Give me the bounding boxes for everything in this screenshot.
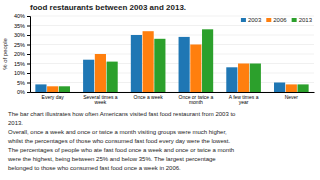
tick-label: 0%: [17, 89, 25, 95]
bar: [95, 54, 106, 92]
tick-label: 20%: [14, 51, 25, 57]
bar: [179, 37, 190, 92]
grid-line: [30, 35, 314, 36]
grid-line: [30, 54, 314, 55]
tick-mark: [27, 64, 30, 65]
tick: Once a week: [134, 94, 164, 100]
grid-line: [30, 63, 314, 64]
tick: 15%: [14, 61, 30, 67]
annotation: Overall, once a week and once or twice a…: [8, 129, 227, 135]
legend-item: 2003: [241, 17, 262, 23]
annotation: The percentages of people who ate fast f…: [8, 147, 234, 153]
grid: [30, 16, 314, 92]
title: food restaurants between 2003 and 2013.: [30, 3, 186, 12]
annotations: The bar chart illustrates how often Amer…: [7, 111, 236, 171]
tick: Several times aweek: [83, 94, 118, 106]
tick: Never: [285, 94, 299, 100]
legend-item: 2013: [292, 17, 313, 23]
grid-line: [30, 73, 314, 74]
tick-label: Once a week: [134, 94, 164, 100]
bar: [83, 60, 94, 92]
tick-label: Never: [285, 94, 299, 100]
bar: [131, 35, 142, 92]
tick: 40%: [14, 13, 30, 19]
legend-label: 2013: [299, 17, 313, 23]
tick-mark: [27, 45, 30, 46]
tick-label: Once or twice amonth: [178, 94, 213, 106]
bar: [154, 39, 165, 92]
bar: [59, 86, 70, 92]
annotation: were the highest, being between 25% and …: [7, 156, 216, 162]
tick-mark: [27, 35, 30, 36]
bar: [47, 86, 58, 92]
bars: [35, 29, 308, 92]
grid-line: [30, 44, 314, 45]
tick-mark: [27, 92, 30, 93]
tick-label: 25%: [14, 42, 25, 48]
tick: 0%: [17, 89, 30, 95]
axis-line: [31, 92, 315, 93]
plot: 0% 5% 10% 15% 20% 25% 30% 35% 40% Every day Severa…: [14, 13, 315, 105]
tick-label: 15%: [14, 61, 25, 67]
legend-swatch: [292, 18, 297, 22]
tick-mark: [27, 83, 30, 84]
tick: 25%: [14, 42, 30, 48]
tick-label: 5%: [17, 80, 25, 86]
tick: A few times ayear: [229, 94, 259, 106]
axis-line: [27, 17, 31, 93]
bar: [35, 84, 46, 92]
tick-label: 35%: [14, 23, 25, 29]
tick-label: Several times aweek: [83, 94, 118, 106]
tick: 20%: [14, 51, 30, 57]
tick-label: 40%: [14, 13, 25, 19]
tick: 10%: [14, 70, 30, 76]
chart: food restaurants between 2003 and 2013.0…: [0, 0, 320, 180]
bar: [238, 64, 249, 93]
legend-swatch: [241, 18, 246, 22]
annotation: 2013.: [8, 120, 23, 126]
bar: [202, 29, 213, 92]
tick: 5%: [17, 80, 30, 86]
bar: [250, 64, 261, 93]
bar-series: [59, 29, 309, 92]
legend-swatch: [266, 18, 271, 22]
bar: [107, 62, 118, 92]
bar: [226, 67, 237, 92]
tick: 30%: [14, 32, 30, 38]
annotation: belonged to those who consumed fast food…: [8, 165, 181, 171]
grid-line: [30, 82, 314, 83]
annotation: The bar chart illustrates how often Amer…: [8, 111, 236, 117]
tick-mark: [27, 73, 30, 74]
tick-mark: [27, 26, 30, 27]
tick: Once or twice amonth: [178, 94, 213, 106]
annotation: whilst the percentages of those who cons…: [7, 138, 230, 144]
bar: [274, 83, 285, 93]
tick: 35%: [14, 23, 30, 29]
legend-label: 2003: [248, 17, 262, 23]
bar: [297, 84, 308, 92]
tick-mark: [27, 16, 30, 17]
axis-title: % of people: [2, 37, 8, 69]
tick-label: 30%: [14, 32, 25, 38]
x-axis: Every day Several times aweek Once a week O…: [31, 93, 315, 106]
tick-mark: [27, 54, 30, 55]
legend: 2003 2006 2013: [241, 17, 313, 23]
bar-series: [47, 31, 297, 92]
y-axis: 0% 5% 10% 15% 20% 25% 30% 35% 40%: [14, 13, 31, 95]
legend-item: 2006: [266, 17, 287, 23]
tick-label: 10%: [14, 70, 25, 76]
bar-series: [35, 35, 285, 92]
grid-line: [30, 92, 314, 93]
bar: [143, 31, 154, 92]
bar: [286, 84, 297, 92]
tick-label: A few times ayear: [229, 94, 259, 106]
legend-label: 2006: [273, 17, 287, 23]
tick-label: Every day: [42, 94, 65, 100]
bar: [190, 45, 201, 93]
tick: Every day: [42, 94, 65, 100]
grid-line: [30, 16, 314, 17]
grid-line: [30, 25, 314, 26]
